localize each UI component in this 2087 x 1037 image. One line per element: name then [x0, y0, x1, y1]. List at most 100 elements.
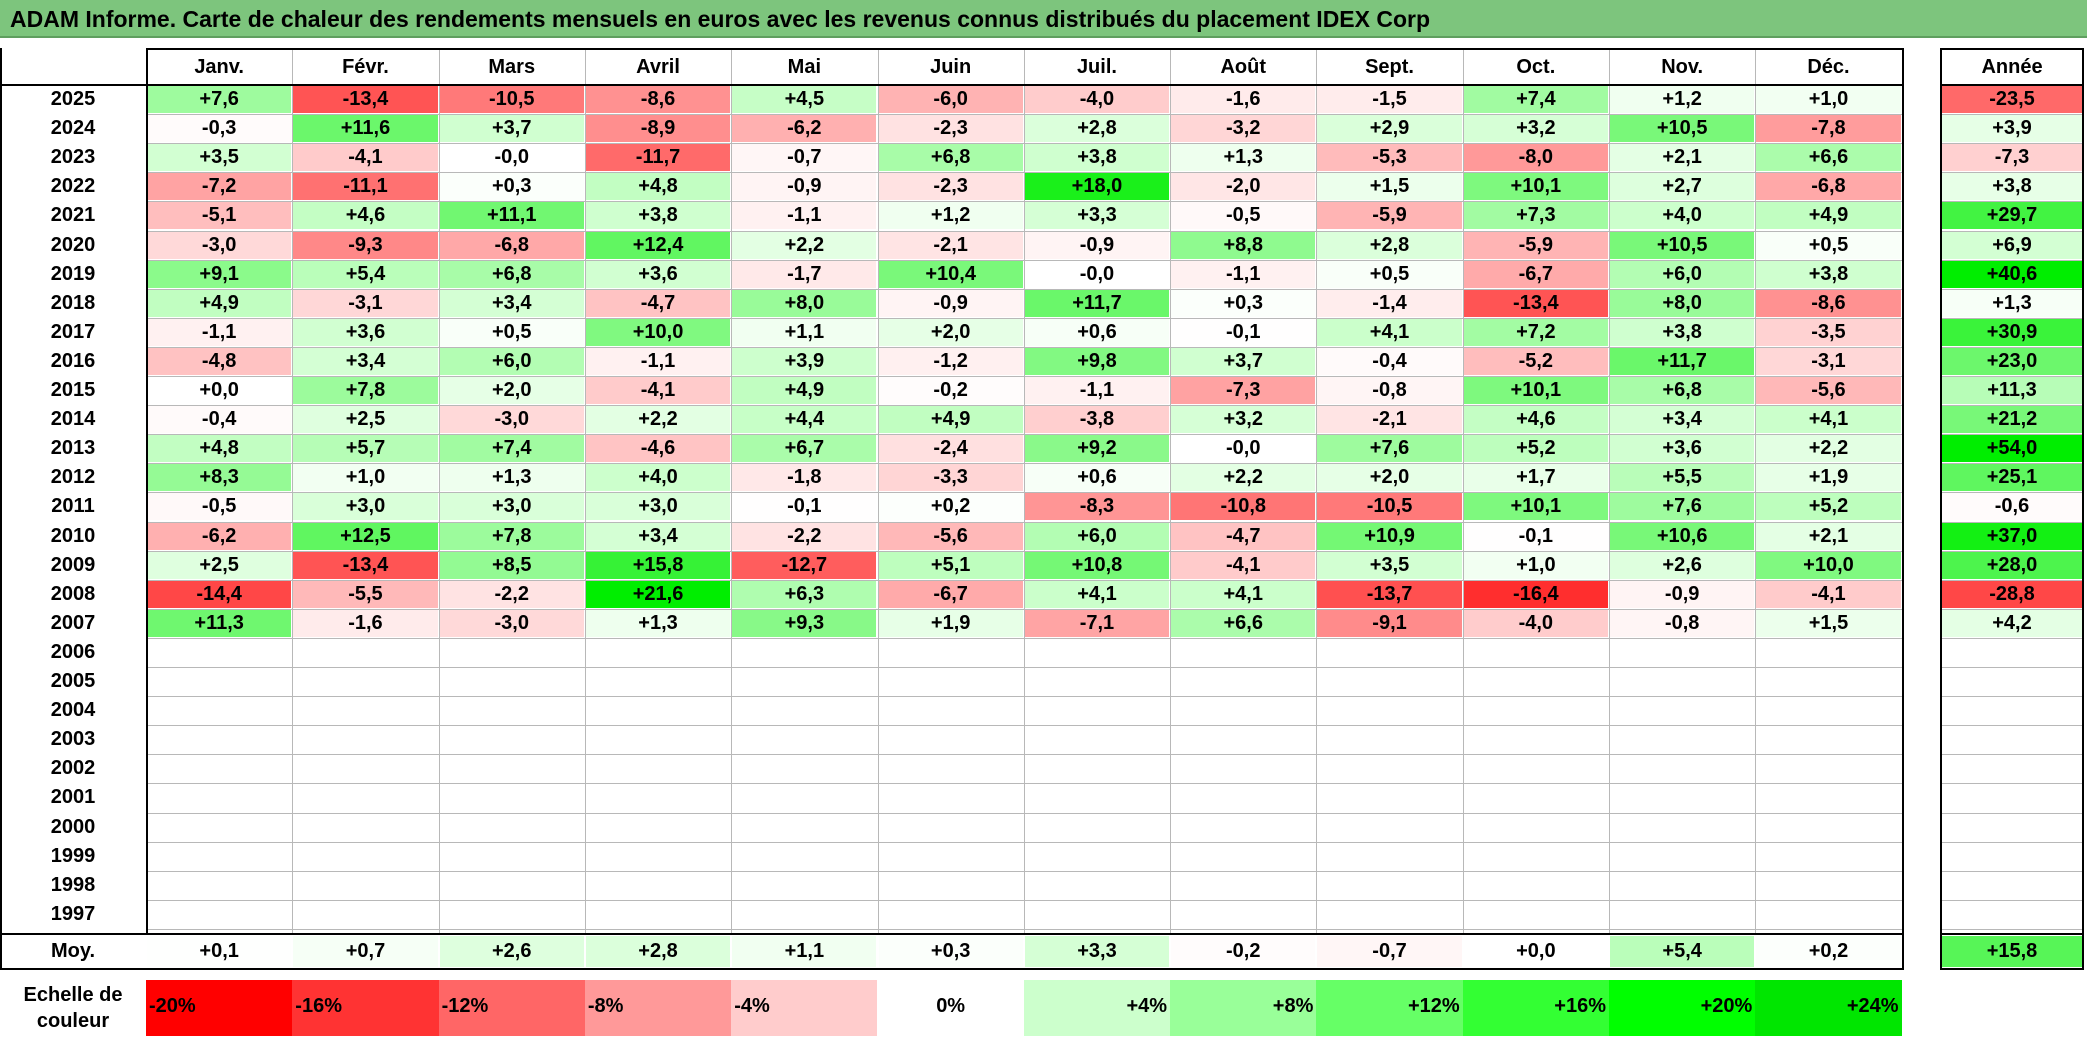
average-cell: +0,2 [1756, 936, 1901, 967]
heatmap-cell: +6,6 [1756, 144, 1901, 172]
heatmap-cell [1171, 726, 1315, 753]
heatmap-cell [586, 668, 730, 695]
border [0, 933, 1904, 935]
heatmap-cell: -2,3 [878, 173, 1023, 201]
heatmap-cell: -3,2 [1171, 115, 1316, 143]
heatmap-cell: -12,7 [732, 551, 877, 579]
year-label: 2022 [50, 175, 96, 198]
heatmap-cell [293, 872, 437, 899]
heatmap-cell: +3,6 [1610, 435, 1755, 463]
year-label: 2012 [50, 466, 96, 489]
heatmap-cell [1756, 639, 1900, 666]
color-scale-swatch: +4% [1023, 980, 1171, 1036]
color-scale-swatch: +12% [1316, 980, 1463, 1036]
heatmap-cell [1025, 901, 1169, 928]
heatmap-cell: +11,6 [293, 115, 438, 143]
heatmap-cell: +0,3 [1171, 289, 1316, 317]
heatmap-cell [1171, 843, 1315, 870]
heatmap-cell: +0,5 [1317, 260, 1462, 288]
heatmap-cell: +3,8 [1610, 318, 1755, 346]
grid-line [1940, 812, 2084, 814]
heatmap-cell: -5,1 [147, 202, 292, 230]
heatmap-cell [440, 901, 584, 928]
average-cell: +0,7 [293, 936, 438, 967]
heatmap-cell: -4,6 [585, 435, 731, 463]
year-label: 1998 [50, 873, 96, 896]
heatmap-cell [440, 814, 584, 841]
grid-line [1940, 870, 2084, 872]
annual-cell [1942, 784, 2082, 811]
heatmap-cell [879, 872, 1023, 899]
heatmap-cell: -0,3 [147, 115, 292, 143]
color-scale-swatch: -12% [438, 980, 585, 1036]
heatmap-cell: -4,7 [1171, 522, 1316, 550]
heatmap-cell [586, 755, 730, 782]
heatmap-cell [732, 726, 876, 753]
annual-cell [1942, 639, 2082, 666]
heatmap-cell: -2,1 [1317, 406, 1462, 434]
heatmap-cell: -1,1 [1171, 260, 1316, 288]
heatmap-cell [440, 843, 584, 870]
heatmap-cell [1610, 668, 1754, 695]
year-label: 2016 [50, 349, 96, 372]
grid-line [877, 50, 879, 935]
heatmap-cell [440, 872, 584, 899]
heatmap-cell [1171, 755, 1315, 782]
heatmap-cell: -3,0 [439, 406, 584, 434]
heatmap-cell: +1,0 [1756, 86, 1901, 114]
heatmap-cell: -5,9 [1463, 231, 1608, 259]
annual-cell: +6,9 [1942, 231, 2082, 259]
heatmap-cell: -6,0 [878, 86, 1023, 114]
heatmap-cell [293, 639, 437, 666]
color-scale-swatch: +8% [1170, 980, 1317, 1036]
heatmap-cell: +0,6 [1024, 318, 1170, 346]
heatmap-cell: +5,2 [1463, 435, 1608, 463]
annual-cell: -28,8 [1942, 580, 2082, 608]
heatmap-cell: +10,5 [1610, 115, 1755, 143]
color-scale-swatch: +20% [1609, 980, 1756, 1036]
heatmap-cell: +1,0 [1463, 551, 1608, 579]
heatmap-cell: +4,8 [585, 173, 731, 201]
heatmap-cell: +6,8 [1610, 377, 1755, 405]
heatmap-cell: +3,4 [1610, 406, 1755, 434]
heatmap-cell: +10,0 [585, 318, 731, 346]
heatmap-cell: +12,5 [293, 522, 438, 550]
grid-line [1940, 754, 2084, 756]
heatmap-cell: +4,6 [1463, 406, 1608, 434]
heatmap-cell: +6,6 [1171, 609, 1316, 637]
heatmap-cell [1464, 814, 1608, 841]
heatmap-cell: -0,1 [732, 493, 877, 521]
heatmap-cell [1610, 697, 1754, 724]
heatmap-cell: -1,1 [585, 347, 731, 375]
heatmap-cell [879, 726, 1023, 753]
heatmap-cell: +2,0 [878, 318, 1023, 346]
heatmap-cell: +7,8 [439, 522, 584, 550]
year-label: 2007 [50, 611, 96, 634]
annual-header: Année [1981, 56, 2043, 78]
grid-line [1940, 928, 2084, 930]
heatmap-cell: +3,8 [1024, 144, 1170, 172]
heatmap-cell [879, 784, 1023, 811]
heatmap-cell: -1,1 [732, 202, 877, 230]
heatmap-cell: +2,8 [1024, 115, 1170, 143]
heatmap-cell: +11,1 [439, 202, 584, 230]
annual-cell: +3,8 [1942, 173, 2082, 201]
heatmap-cell: +1,9 [878, 609, 1023, 637]
heatmap-cell [1025, 843, 1169, 870]
heatmap-cell: +3,4 [293, 347, 438, 375]
heatmap-cell: +3,4 [585, 522, 731, 550]
heatmap-cell [1464, 726, 1608, 753]
grid-line [731, 50, 733, 935]
average-cell: +2,8 [585, 936, 731, 967]
average-cell: -0,7 [1317, 936, 1462, 967]
annual-cell: +54,0 [1942, 435, 2082, 463]
heatmap-cell [1756, 697, 1900, 724]
year-label: 2021 [50, 204, 96, 227]
heatmap-cell: +4,8 [147, 435, 292, 463]
grid-line [1940, 346, 2084, 348]
heatmap-cell [1317, 668, 1461, 695]
year-label: 2010 [50, 524, 96, 547]
heatmap-cell: +5,5 [1610, 464, 1755, 492]
heatmap-cell: +1,9 [1756, 464, 1901, 492]
heatmap-cell: +4,1 [1317, 318, 1462, 346]
